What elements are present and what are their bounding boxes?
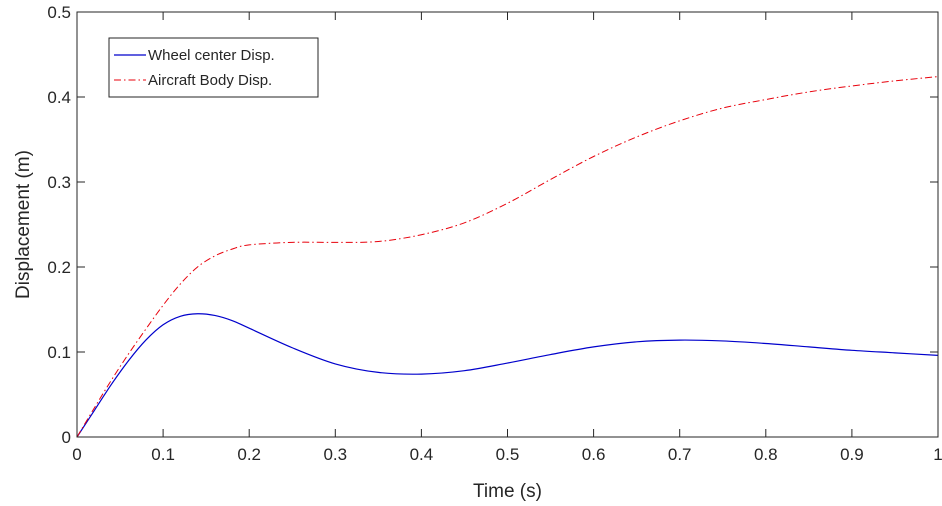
y-axis-label: Displacement (m) (13, 150, 34, 299)
x-tick-label: 0 (72, 445, 81, 464)
series-line-wheel-center-disp (76, 313, 939, 438)
y-tick-label: 0.1 (47, 343, 71, 362)
x-tick-label: 0.5 (496, 445, 520, 464)
x-axis-label: Time (s) (473, 481, 542, 502)
x-tick-label: 0.4 (410, 445, 434, 464)
legend-label-aircraft-body: Aircraft Body Disp. (148, 72, 272, 89)
series-layer (76, 76, 939, 438)
y-tick-label: 0.4 (47, 88, 71, 107)
ticks-layer: 0 0.1 0.2 0.3 0.4 0.5 0.6 0.7 0.8 0.9 1 0 0.1 0.2 0.3 0… (47, 3, 942, 464)
x-tick-label: 0.2 (237, 445, 261, 464)
x-tick-label: 0.3 (323, 445, 347, 464)
y-tick-label: 0.2 (47, 258, 71, 277)
series-line-aircraft-body-disp (76, 76, 939, 438)
legend: Wheel center Disp. Aircraft Body Disp. (108, 37, 319, 98)
y-tick-label: 0.5 (47, 3, 71, 22)
legend-box (108, 37, 319, 98)
x-tick-label: 0.8 (754, 445, 778, 464)
x-tick-label: 0.7 (668, 445, 692, 464)
y-tick-label: 0.3 (47, 173, 71, 192)
y-tick-label: 0 (62, 428, 71, 447)
x-tick-label: 0.6 (582, 445, 606, 464)
x-tick-label: 0.1 (151, 445, 175, 464)
x-tick-label: 1 (933, 445, 942, 464)
x-tick-label: 0.9 (840, 445, 864, 464)
legend-label-wheel-center: Wheel center Disp. (148, 47, 275, 64)
